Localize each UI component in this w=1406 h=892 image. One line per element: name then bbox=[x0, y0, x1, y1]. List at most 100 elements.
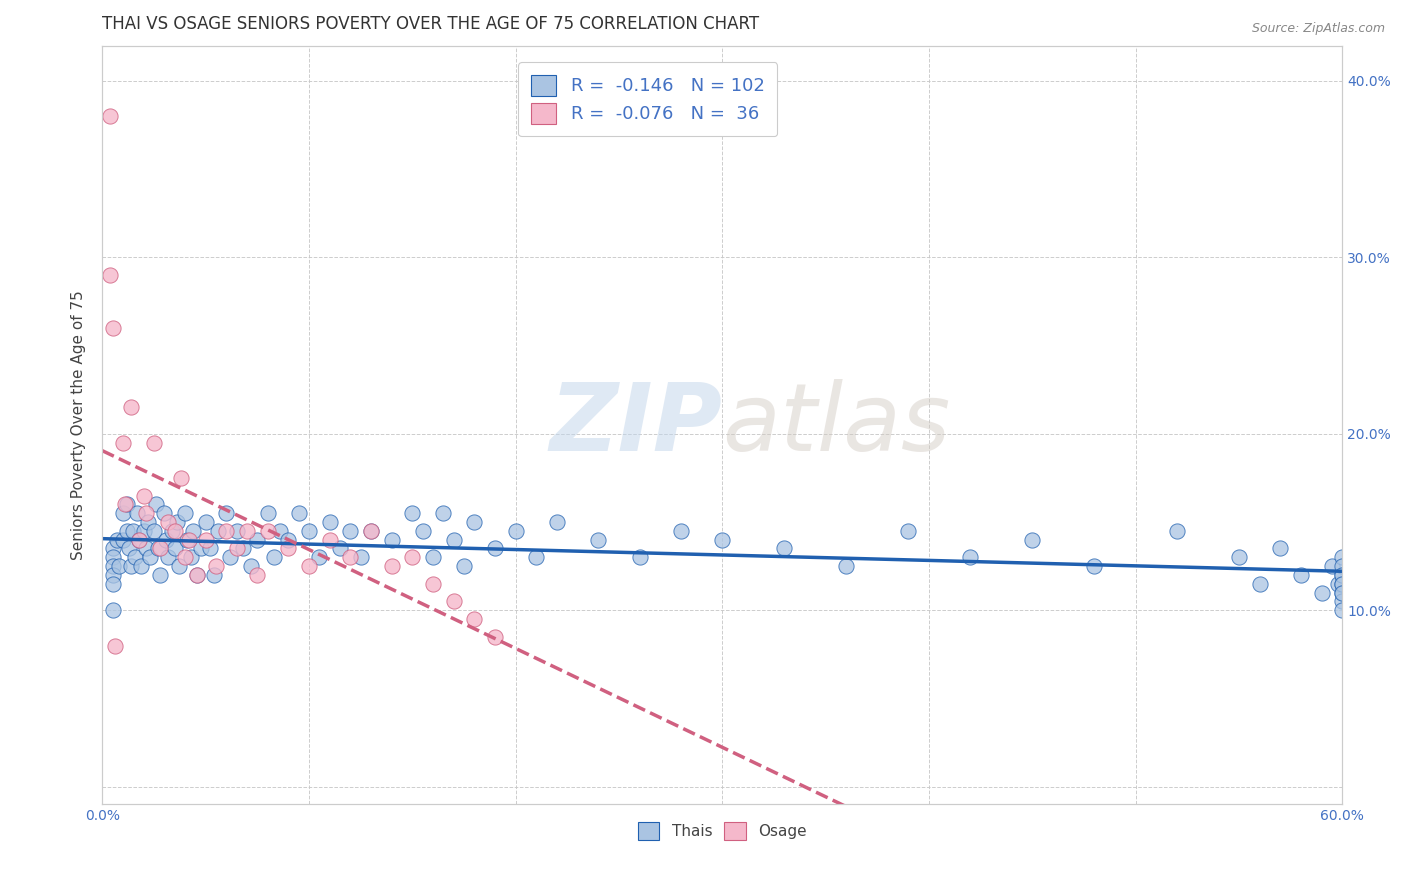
Point bbox=[586, 533, 609, 547]
Point bbox=[173, 506, 195, 520]
Point bbox=[318, 515, 340, 529]
Point bbox=[339, 550, 361, 565]
Point bbox=[246, 533, 269, 547]
Point bbox=[669, 524, 692, 538]
Point bbox=[120, 559, 142, 574]
Text: ZIP: ZIP bbox=[550, 379, 723, 471]
Point bbox=[236, 524, 259, 538]
Point bbox=[318, 533, 340, 547]
Point bbox=[263, 550, 285, 565]
Point bbox=[524, 550, 547, 565]
Point bbox=[202, 568, 225, 582]
Point bbox=[120, 401, 142, 415]
Point bbox=[287, 506, 309, 520]
Point bbox=[1331, 603, 1354, 617]
Point bbox=[132, 524, 155, 538]
Point bbox=[1289, 568, 1312, 582]
Point bbox=[215, 524, 238, 538]
Point bbox=[162, 524, 184, 538]
Point bbox=[190, 541, 212, 556]
Point bbox=[443, 533, 465, 547]
Point bbox=[959, 550, 981, 565]
Point bbox=[360, 524, 382, 538]
Point bbox=[1320, 559, 1343, 574]
Point bbox=[1331, 568, 1354, 582]
Point bbox=[339, 524, 361, 538]
Point bbox=[1270, 541, 1292, 556]
Point bbox=[186, 568, 208, 582]
Point bbox=[463, 515, 485, 529]
Point bbox=[1083, 559, 1105, 574]
Text: atlas: atlas bbox=[723, 379, 950, 470]
Point bbox=[215, 506, 238, 520]
Point bbox=[380, 533, 402, 547]
Point bbox=[107, 559, 129, 574]
Point bbox=[401, 506, 423, 520]
Point bbox=[225, 524, 247, 538]
Point bbox=[105, 533, 128, 547]
Point bbox=[207, 524, 229, 538]
Point bbox=[100, 268, 122, 282]
Point bbox=[128, 533, 150, 547]
Point bbox=[401, 550, 423, 565]
Point bbox=[711, 533, 734, 547]
Point bbox=[128, 533, 150, 547]
Point bbox=[101, 576, 124, 591]
Point bbox=[422, 550, 444, 565]
Point bbox=[132, 489, 155, 503]
Point bbox=[1166, 524, 1188, 538]
Point bbox=[1227, 550, 1250, 565]
Point bbox=[146, 541, 169, 556]
Point bbox=[897, 524, 920, 538]
Point bbox=[142, 524, 165, 538]
Legend: Thais, Osage: Thais, Osage bbox=[631, 816, 813, 846]
Point bbox=[628, 550, 651, 565]
Y-axis label: Seniors Poverty Over the Age of 75: Seniors Poverty Over the Age of 75 bbox=[72, 290, 86, 560]
Point bbox=[349, 550, 371, 565]
Point bbox=[173, 550, 195, 565]
Point bbox=[835, 559, 858, 574]
Point bbox=[1331, 585, 1354, 599]
Point bbox=[225, 541, 247, 556]
Point bbox=[546, 515, 568, 529]
Point bbox=[1021, 533, 1043, 547]
Point bbox=[194, 533, 217, 547]
Point bbox=[269, 524, 291, 538]
Point bbox=[186, 568, 208, 582]
Point bbox=[111, 506, 134, 520]
Point bbox=[1331, 576, 1354, 591]
Point bbox=[1331, 585, 1354, 599]
Point bbox=[100, 109, 122, 123]
Point bbox=[256, 524, 278, 538]
Point bbox=[443, 594, 465, 608]
Point bbox=[135, 506, 157, 520]
Point bbox=[1310, 585, 1333, 599]
Point bbox=[453, 559, 475, 574]
Point bbox=[101, 550, 124, 565]
Point bbox=[104, 639, 127, 653]
Point bbox=[124, 550, 146, 565]
Point bbox=[298, 559, 321, 574]
Point bbox=[1327, 576, 1350, 591]
Point bbox=[145, 497, 167, 511]
Point bbox=[380, 559, 402, 574]
Point bbox=[163, 541, 186, 556]
Point bbox=[115, 524, 138, 538]
Point bbox=[170, 471, 193, 485]
Point bbox=[360, 524, 382, 538]
Point bbox=[115, 497, 138, 511]
Point bbox=[246, 568, 269, 582]
Text: THAI VS OSAGE SENIORS POVERTY OVER THE AGE OF 75 CORRELATION CHART: THAI VS OSAGE SENIORS POVERTY OVER THE A… bbox=[103, 15, 759, 33]
Point bbox=[101, 603, 124, 617]
Point bbox=[101, 568, 124, 582]
Point bbox=[155, 533, 177, 547]
Point bbox=[1331, 594, 1354, 608]
Point bbox=[111, 533, 134, 547]
Point bbox=[167, 559, 190, 574]
Point bbox=[1331, 568, 1354, 582]
Point bbox=[131, 559, 153, 574]
Point bbox=[412, 524, 434, 538]
Text: Source: ZipAtlas.com: Source: ZipAtlas.com bbox=[1251, 22, 1385, 36]
Point bbox=[432, 506, 454, 520]
Point bbox=[177, 533, 200, 547]
